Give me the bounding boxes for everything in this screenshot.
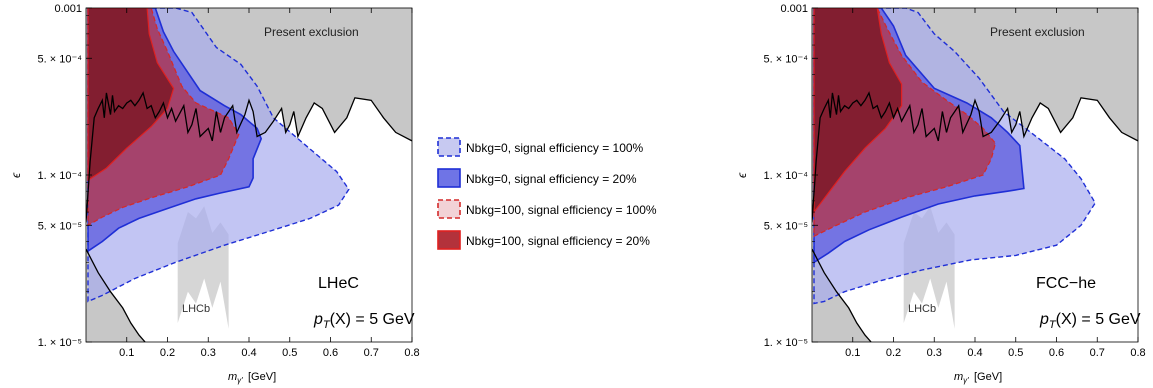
legend-swatch-2 [437,168,461,188]
right-annotation-collider: FCC−he [1036,275,1096,292]
right-x-axis-label-sub: γ' [963,376,969,385]
legend-label-2: Nbkg=0, signal efficiency = 20% [466,172,637,186]
right-x-tick-label: 0.5 [1008,347,1023,359]
left-y-tick-label: 1. × 10⁻⁵ [38,337,82,349]
left-axes: 0.1 0.2 0.3 0.4 0.5 0.6 0.7 0.8 0.001 5. × 10⁻⁴ 1.… [38,3,420,359]
left-lower-exclusion-region [86,249,146,342]
right-y-tick-label: 5. × 10⁻⁴ [764,53,809,65]
right-x-axis-label-unit: [GeV] [974,371,1002,383]
right-annotation-lhcb: LHCb [908,303,936,315]
right-x-axis-label-symbol: m [954,371,963,383]
left-x-axis-label: mγ' [GeV] [228,371,276,385]
left-x-tick-label: 0.3 [201,347,216,359]
svg-text:mγ': mγ' [228,371,243,385]
right-y-axis-label: ϵ [735,172,749,178]
left-x-tick-label: 0.6 [323,347,338,359]
legend: Nbkg=0, signal efficiency = 100% Nbkg=0, … [437,137,657,250]
left-x-tick-label: 0.5 [282,347,297,359]
right-y-tick-label: 1. × 10⁻⁴ [764,170,809,182]
right-panel: 0.1 0.2 0.3 0.4 0.5 0.6 0.7 0.8 0.001 5. × 10⁻⁴ 1.… [735,3,1146,385]
left-x-tick-label: 0.4 [241,347,256,359]
right-x-tick-label: 0.4 [967,347,982,359]
legend-label-3: Nbkg=100, signal efficiency = 100% [466,203,657,217]
left-x-tick-label: 0.2 [160,347,175,359]
left-x-tick-label: 0.7 [364,347,379,359]
left-panel: 0.1 0.2 0.3 0.4 0.5 0.6 0.7 0.8 0.001 5. × 10⁻⁴ 1.… [9,3,420,385]
left-lower-exclusion-boundary [86,248,146,342]
left-x-axis-label-unit: [GeV] [248,371,276,383]
left-y-tick-label: 1. × 10⁻⁴ [38,170,83,182]
legend-swatch-1 [437,137,461,157]
right-x-tick-label: 0.2 [886,347,901,359]
right-lower-exclusion-boundary [812,248,872,342]
svg-text:mγ': mγ' [954,371,969,385]
legend-swatch-3 [437,199,461,219]
left-y-tick-label: 5. × 10⁻⁴ [38,53,83,65]
left-x-axis-label-symbol: m [228,371,237,383]
right-annotation-pt: pT(X) = 5 GeV [1039,311,1141,331]
legend-label-4: Nbkg=100, signal efficiency = 20% [466,234,650,248]
left-y-axis-label: ϵ [9,172,23,178]
legend-swatch-4 [437,230,461,250]
right-y-tick-label: 0.001 [780,3,808,15]
left-annotation-collider: LHeC [318,275,359,292]
left-annotation-lhcb: LHCb [182,303,210,315]
right-x-tick-label: 0.8 [1130,347,1145,359]
left-sensitivity-region-4 [87,8,175,182]
right-x-tick-label: 0.3 [927,347,942,359]
right-present-exclusion-boundary [812,91,1138,223]
right-y-tick-label: 1. × 10⁻⁵ [764,337,808,349]
right-lower-exclusion-region [812,249,872,342]
right-x-tick-label: 0.6 [1049,347,1064,359]
right-x-axis-label: mγ' [GeV] [954,371,1002,385]
right-axes: 0.1 0.2 0.3 0.4 0.5 0.6 0.7 0.8 0.001 5. × 10⁻⁴ 1.… [764,3,1146,359]
left-annotation-present-exclusion: Present exclusion [264,25,359,39]
legend-label-1: Nbkg=0, signal efficiency = 100% [466,141,644,155]
right-x-tick-label: 0.1 [845,347,860,359]
right-plot-area [812,8,1138,342]
left-x-tick-label: 0.8 [404,347,419,359]
left-y-tick-label: 0.001 [54,3,82,15]
right-annotation-present-exclusion: Present exclusion [990,25,1085,39]
left-plot-area [86,8,412,342]
right-x-tick-label: 0.7 [1090,347,1105,359]
left-annotation-pt: pT(X) = 5 GeV [313,311,415,331]
left-x-axis-label-sub: γ' [237,376,243,385]
left-present-exclusion-boundary [86,91,412,223]
left-x-tick-label: 0.1 [119,347,134,359]
left-y-tick-label: 5. × 10⁻⁵ [38,220,82,232]
right-y-tick-label: 5. × 10⁻⁵ [764,220,808,232]
